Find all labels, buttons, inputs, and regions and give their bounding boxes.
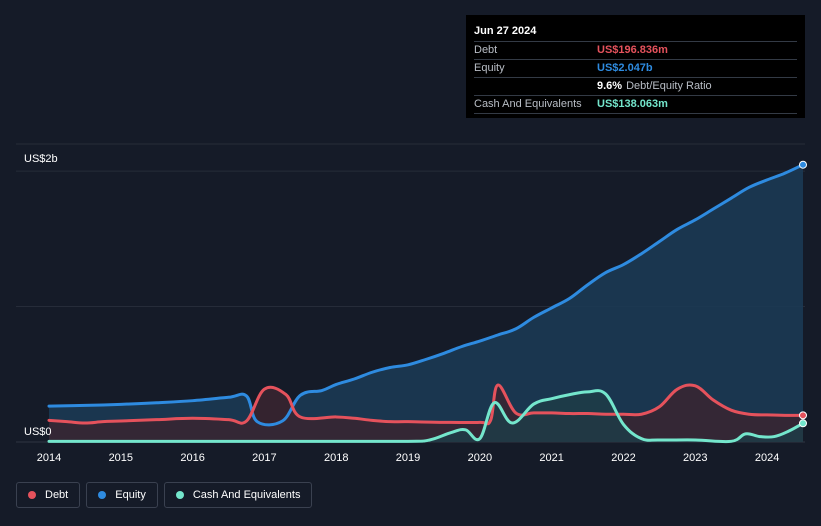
x-tick-label-2016: 2016	[180, 452, 204, 464]
tooltip-row-cash: Cash And Equivalents US$138.063m	[474, 95, 797, 114]
endpoint-cash-and-equivalents	[799, 419, 807, 428]
series-areas	[49, 164, 803, 442]
tooltip-value-cash: US$138.063m	[597, 98, 668, 110]
ratio-value: 9.6%	[597, 80, 623, 92]
y-tick-label-0: US$2b	[24, 153, 58, 165]
y-tick-label-1: US$0	[24, 426, 52, 438]
legend: Debt Equity Cash And Equivalents	[16, 482, 313, 508]
legend-label-cash: Cash And Equivalents	[192, 489, 301, 501]
legend-dot-cash	[175, 491, 184, 499]
x-tick-label-2019: 2019	[396, 452, 420, 464]
tooltip-label-cash: Cash And Equivalents	[474, 98, 582, 110]
series-endpoints	[799, 160, 807, 428]
tooltip-value-equity: US$2.047b	[597, 62, 653, 74]
line-equity	[47, 163, 805, 427]
tooltip-label-debt: Debt	[474, 44, 498, 56]
y-axis-labels: US$2b US$0	[24, 153, 58, 438]
x-axis-labels: 2014 2015 2016 2017 2018 2019 2020 2021 2022 2023…	[37, 452, 780, 464]
tooltip-value-debt: US$196.836m	[597, 44, 668, 56]
legend-item-debt[interactable]: Debt	[16, 482, 81, 508]
ratio-caption: Debt/Equity Ratio	[626, 80, 712, 92]
tooltip-panel: Jun 27 2024 Debt US$196.836m Equity US$2…	[466, 15, 805, 118]
line-cash-and-equivalents	[47, 389, 805, 444]
x-tick-label-2021: 2021	[539, 452, 563, 464]
legend-label-debt: Debt	[45, 489, 69, 501]
tooltip-value-ratio: 9.6% Debt/Equity Ratio	[597, 78, 712, 95]
tooltip-row-debt: Debt US$196.836m	[474, 41, 797, 59]
x-tick-label-2017: 2017	[252, 452, 276, 464]
x-tick-label-2020: 2020	[468, 452, 492, 464]
legend-label-equity: Equity	[115, 489, 146, 501]
endpoint-debt	[799, 411, 807, 420]
endpoint-equity	[799, 160, 807, 169]
tooltip-label-equity: Equity	[474, 62, 505, 74]
x-tick-label-2024: 2024	[755, 452, 779, 464]
x-tick-label-2023: 2023	[683, 452, 707, 464]
tooltip-date: Jun 27 2024	[474, 25, 537, 37]
series-lines	[47, 163, 805, 444]
x-tick-label-2014: 2014	[37, 452, 61, 464]
area-equity	[49, 164, 803, 442]
x-tick-label-2015: 2015	[109, 452, 133, 464]
x-tick-label-2022: 2022	[611, 452, 635, 464]
tooltip-row-ratio: 9.6% Debt/Equity Ratio	[474, 77, 797, 95]
tooltip-row-equity: Equity US$2.047b	[474, 59, 797, 77]
area-cash-and-equivalents	[49, 390, 803, 442]
legend-item-equity[interactable]: Equity	[86, 482, 158, 508]
tooltip-label-ratio	[474, 78, 597, 95]
legend-item-cash[interactable]: Cash And Equivalents	[163, 482, 313, 508]
legend-dot-equity	[98, 491, 107, 499]
legend-dot-debt	[28, 491, 36, 499]
x-tick-label-2018: 2018	[324, 452, 348, 464]
